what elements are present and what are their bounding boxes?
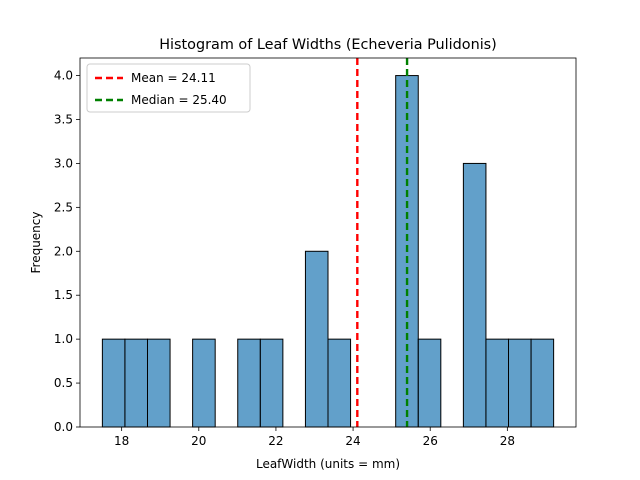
y-tick-label: 0.5 xyxy=(54,376,73,390)
histogram-bar xyxy=(237,338,261,428)
histogram-bar xyxy=(259,338,284,428)
y-axis-ticks: 0.0 0.5 1.0 1.5 2.0 2.5 3.0 3.5 4.0 xyxy=(54,69,80,434)
bars-layer xyxy=(101,75,555,428)
y-tick-label: 3.5 xyxy=(54,113,73,127)
x-tick-label: 28 xyxy=(500,434,515,448)
histogram-bar xyxy=(101,338,126,428)
histogram-bar xyxy=(462,162,487,428)
histogram-bar xyxy=(327,338,352,428)
y-tick-label: 1.5 xyxy=(54,288,73,302)
histogram-bar xyxy=(192,338,216,428)
histogram-bar xyxy=(304,250,329,428)
y-tick-label: 4.0 xyxy=(54,69,73,83)
histogram-bar xyxy=(417,338,442,428)
x-tick-label: 22 xyxy=(268,434,283,448)
reference-lines-layer xyxy=(356,58,409,427)
x-tick-label: 26 xyxy=(423,434,438,448)
histogram-bar xyxy=(485,338,510,428)
y-tick-label: 3.0 xyxy=(54,156,73,170)
histogram-bar xyxy=(508,338,532,428)
x-axis-ticks: 18 20 22 24 26 28 xyxy=(114,427,515,448)
histogram-bar xyxy=(530,338,555,428)
plot-frame xyxy=(79,57,577,428)
legend-entry-label: Median = 25.40 xyxy=(131,93,227,107)
y-tick-label: 2.0 xyxy=(54,244,73,258)
chart-title: Histogram of Leaf Widths (Echeveria Puli… xyxy=(159,37,497,53)
x-tick-label: 18 xyxy=(114,434,129,448)
histogram-bar xyxy=(146,338,171,428)
y-tick-label: 2.5 xyxy=(54,200,73,214)
legend-entry-label: Mean = 24.11 xyxy=(131,71,216,85)
x-tick-label: 20 xyxy=(191,434,206,448)
x-tick-label: 24 xyxy=(345,434,360,448)
legend: Mean = 24.11 Median = 25.40 xyxy=(86,63,251,113)
y-tick-label: 0.0 xyxy=(54,420,73,434)
y-axis-label: Frequency xyxy=(29,212,43,274)
legend-box xyxy=(86,63,251,113)
y-tick-label: 1.0 xyxy=(54,332,73,346)
histogram-bar xyxy=(124,338,148,428)
x-axis-label: LeafWidth (units = mm) xyxy=(256,457,400,471)
